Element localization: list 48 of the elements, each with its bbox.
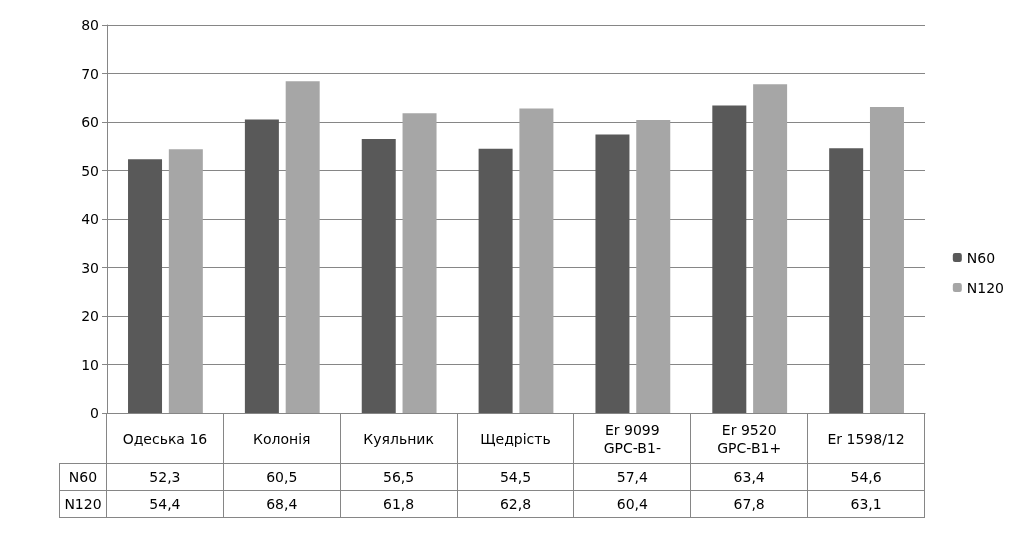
data-label: 63,1 [807, 490, 925, 518]
data-label: 56,5 [339, 463, 458, 491]
x-tick-label: Er 9099 GPC-B1- [573, 413, 692, 464]
y-tick-label: 0 [90, 405, 99, 421]
data-label: 52,3 [106, 463, 224, 491]
y-tick-label: 80 [81, 17, 99, 33]
data-label: 68,4 [222, 490, 341, 518]
bar [753, 84, 788, 413]
y-tick-label: 40 [81, 211, 99, 227]
x-tick-label: Er 9520 GPC-B1+ [690, 413, 809, 464]
data-label: 54,5 [456, 463, 575, 491]
bar [712, 105, 747, 413]
legend-label: N60 [966, 249, 996, 266]
bar [595, 134, 630, 413]
data-label: 63,4 [690, 463, 809, 491]
text: N60 [68, 469, 98, 485]
y-tick-label: 20 [81, 308, 99, 324]
x-tick-label: Куяльник [339, 413, 458, 464]
legend-label: N120 [966, 279, 1005, 296]
y-tick-label: 10 [81, 356, 99, 373]
data-label: 60,5 [222, 463, 341, 491]
x-tick-label: Щедрість [456, 413, 575, 464]
data-label: 57,4 [573, 463, 692, 491]
y-tick-label: 30 [81, 259, 99, 276]
data-label: 60,4 [573, 490, 692, 518]
data-label: 61,8 [339, 490, 458, 518]
bar [829, 148, 864, 413]
bar [869, 106, 904, 413]
x-tick-label: Er 1598/12 [807, 413, 925, 464]
bar [168, 149, 203, 413]
bar [519, 108, 554, 413]
bar [478, 148, 513, 413]
bar [402, 113, 437, 413]
data-label: 62,8 [456, 490, 575, 518]
y-tick-label: 60 [81, 114, 99, 130]
bar [361, 138, 396, 413]
bar [636, 120, 671, 413]
bar [285, 81, 320, 413]
bar [128, 159, 163, 413]
data-label: 67,8 [690, 490, 809, 518]
data-label: 54,6 [807, 463, 925, 491]
x-tick-label: Колонія [222, 413, 341, 464]
text: N120 [64, 496, 102, 512]
x-tick-label: Одеська 16 [106, 413, 224, 464]
bar [244, 119, 279, 413]
data-label: 54,4 [106, 490, 224, 518]
y-tick-label: 50 [81, 162, 99, 179]
y-tick-label: 70 [81, 65, 99, 82]
